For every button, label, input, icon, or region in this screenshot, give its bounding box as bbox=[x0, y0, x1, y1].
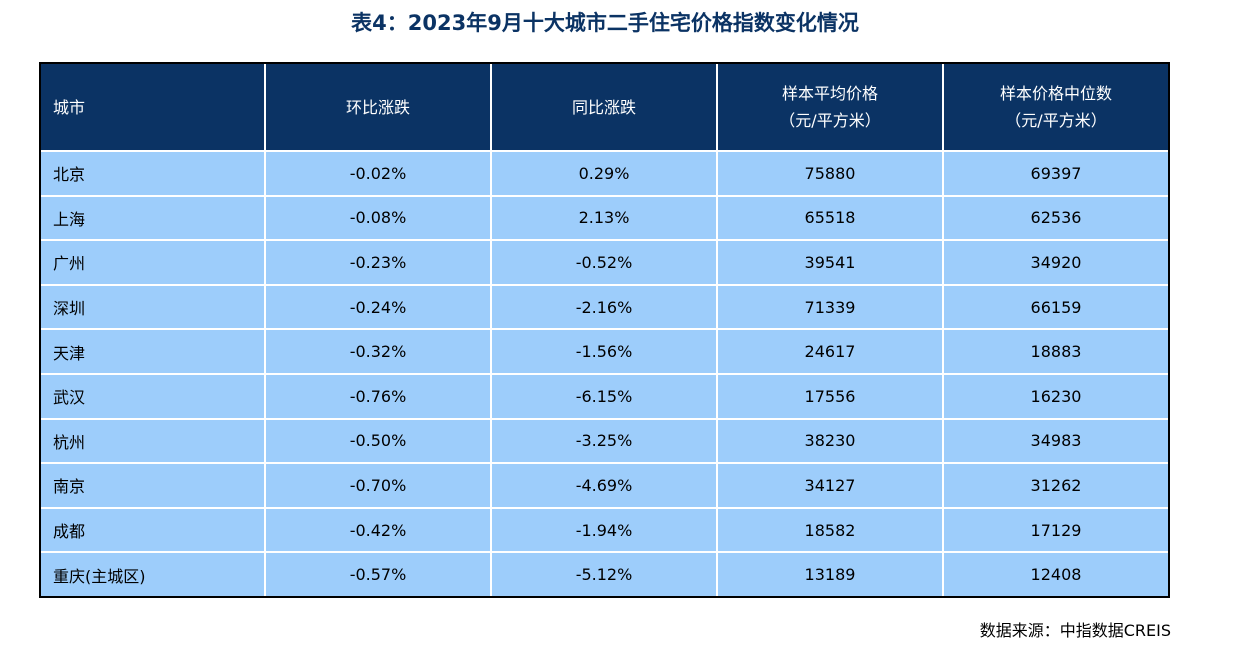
mom-cell: -0.57% bbox=[266, 553, 492, 596]
header-avg-price: 样本平均价格 （元/平方米） bbox=[718, 64, 944, 152]
median-price-cell: 16230 bbox=[944, 374, 1168, 420]
mom-cell: -0.50% bbox=[266, 419, 492, 465]
header-median-price: 样本价格中位数 （元/平方米） bbox=[944, 64, 1168, 152]
median-price-cell: 62536 bbox=[944, 196, 1168, 242]
table-row: 上海 -0.08% 2.13% 65518 62536 bbox=[41, 196, 1168, 242]
yoy-cell: -6.15% bbox=[492, 374, 718, 420]
city-cell: 天津 bbox=[41, 330, 266, 375]
table-row: 天津 -0.32% -1.56% 24617 18883 bbox=[41, 330, 1168, 375]
table-row: 成都 -0.42% -1.94% 18582 17129 bbox=[41, 508, 1168, 554]
mom-cell: -0.32% bbox=[266, 330, 492, 375]
avg-price-cell: 38230 bbox=[718, 419, 944, 465]
table-row: 深圳 -0.24% -2.16% 71339 66159 bbox=[41, 285, 1168, 331]
data-source-note: 数据来源：中指数据CREIS bbox=[979, 621, 1171, 640]
avg-price-cell: 17556 bbox=[718, 374, 944, 420]
avg-price-cell: 71339 bbox=[718, 285, 944, 331]
table-title: 表4：2023年9月十大城市二手住宅价格指数变化情况 bbox=[351, 11, 859, 35]
table-row: 武汉 -0.76% -6.15% 17556 16230 bbox=[41, 374, 1168, 420]
city-cell: 北京 bbox=[41, 152, 266, 197]
mom-cell: -0.76% bbox=[266, 374, 492, 420]
yoy-cell: -1.56% bbox=[492, 330, 718, 375]
city-cell: 重庆(主城区) bbox=[41, 553, 266, 596]
avg-price-cell: 34127 bbox=[718, 464, 944, 509]
avg-price-cell: 75880 bbox=[718, 152, 944, 197]
median-price-cell: 34920 bbox=[944, 241, 1168, 286]
table-row: 北京 -0.02% 0.29% 75880 69397 bbox=[41, 152, 1168, 197]
city-cell: 深圳 bbox=[41, 285, 266, 331]
city-cell: 南京 bbox=[41, 464, 266, 509]
header-avg-price-line2: （元/平方米） bbox=[779, 111, 881, 130]
median-price-cell: 31262 bbox=[944, 464, 1168, 509]
city-cell: 武汉 bbox=[41, 374, 266, 420]
mom-cell: -0.70% bbox=[266, 464, 492, 509]
yoy-cell: -4.69% bbox=[492, 464, 718, 509]
header-median-price-line2: （元/平方米） bbox=[1005, 111, 1107, 130]
mom-cell: -0.02% bbox=[266, 152, 492, 197]
table-row: 广州 -0.23% -0.52% 39541 34920 bbox=[41, 241, 1168, 286]
yoy-cell: -3.25% bbox=[492, 419, 718, 465]
city-cell: 杭州 bbox=[41, 419, 266, 465]
header-mom: 环比涨跌 bbox=[266, 64, 492, 152]
price-index-table: 城市 环比涨跌 同比涨跌 样本平均价格 （元/平方米） 样本价格中位数 （元/平… bbox=[39, 62, 1170, 598]
avg-price-cell: 24617 bbox=[718, 330, 944, 375]
header-row: 城市 环比涨跌 同比涨跌 样本平均价格 （元/平方米） 样本价格中位数 （元/平… bbox=[41, 64, 1168, 152]
avg-price-cell: 18582 bbox=[718, 508, 944, 554]
header-city: 城市 bbox=[41, 64, 266, 152]
median-price-cell: 69397 bbox=[944, 152, 1168, 197]
mom-cell: -0.42% bbox=[266, 508, 492, 554]
table-row: 重庆(主城区) -0.57% -5.12% 13189 12408 bbox=[41, 553, 1168, 596]
yoy-cell: -2.16% bbox=[492, 285, 718, 331]
median-price-cell: 34983 bbox=[944, 419, 1168, 465]
city-cell: 上海 bbox=[41, 196, 266, 242]
yoy-cell: -0.52% bbox=[492, 241, 718, 286]
table-row: 南京 -0.70% -4.69% 34127 31262 bbox=[41, 464, 1168, 509]
mom-cell: -0.08% bbox=[266, 196, 492, 242]
header-yoy: 同比涨跌 bbox=[492, 64, 718, 152]
median-price-cell: 17129 bbox=[944, 508, 1168, 554]
median-price-cell: 66159 bbox=[944, 285, 1168, 331]
header-avg-price-line1: 样本平均价格 bbox=[781, 84, 878, 103]
city-cell: 广州 bbox=[41, 241, 266, 286]
mom-cell: -0.23% bbox=[266, 241, 492, 286]
yoy-cell: 2.13% bbox=[492, 196, 718, 242]
data-table: 城市 环比涨跌 同比涨跌 样本平均价格 （元/平方米） 样本价格中位数 （元/平… bbox=[41, 64, 1168, 596]
mom-cell: -0.24% bbox=[266, 285, 492, 331]
avg-price-cell: 65518 bbox=[718, 196, 944, 242]
avg-price-cell: 13189 bbox=[718, 553, 944, 596]
median-price-cell: 12408 bbox=[944, 553, 1168, 596]
header-median-price-line1: 样本价格中位数 bbox=[999, 84, 1112, 103]
avg-price-cell: 39541 bbox=[718, 241, 944, 286]
table-row: 杭州 -0.50% -3.25% 38230 34983 bbox=[41, 419, 1168, 465]
yoy-cell: -1.94% bbox=[492, 508, 718, 554]
yoy-cell: -5.12% bbox=[492, 553, 718, 596]
city-cell: 成都 bbox=[41, 508, 266, 554]
median-price-cell: 18883 bbox=[944, 330, 1168, 375]
yoy-cell: 0.29% bbox=[492, 152, 718, 197]
